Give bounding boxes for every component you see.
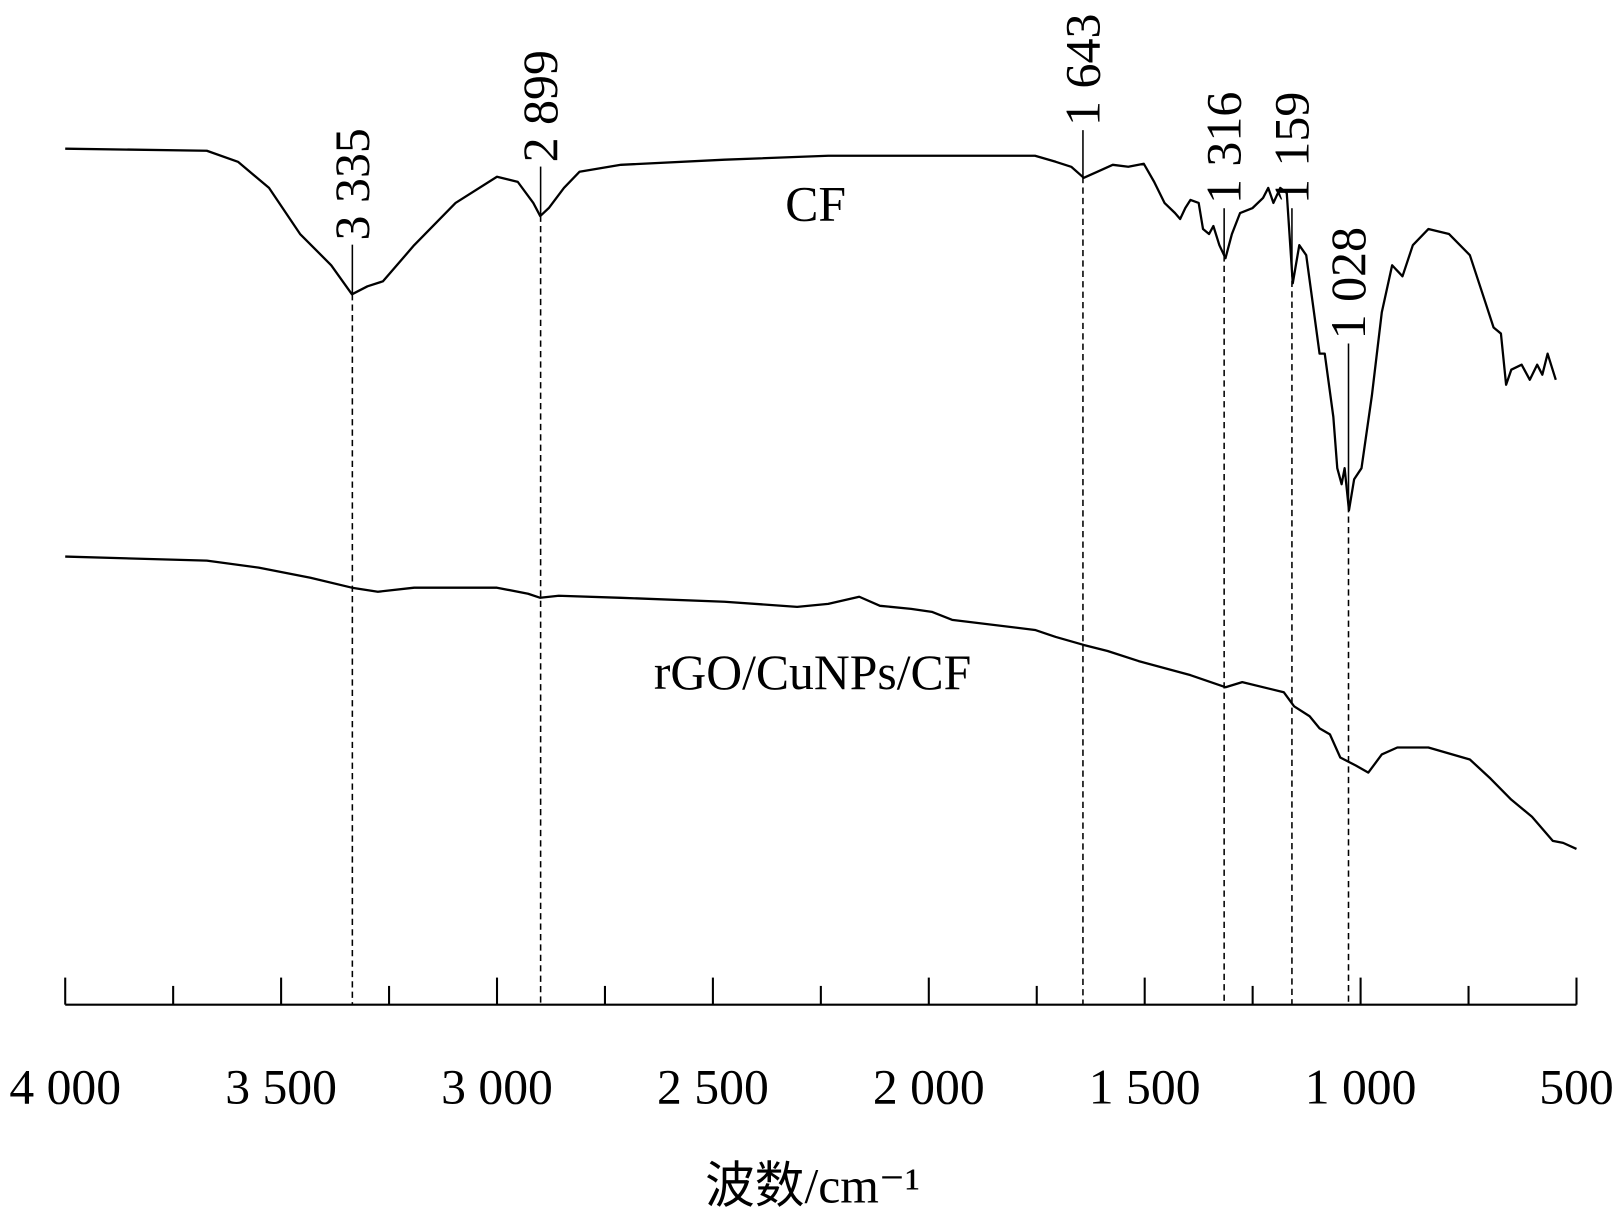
x-tick-label: 1 500 [1089, 1059, 1201, 1114]
peak-label: 2 899 [513, 50, 568, 162]
spectrum-line [65, 147, 1557, 512]
peak-label: 3 335 [325, 128, 380, 240]
spectrum-line [65, 555, 1577, 850]
x-tick-label: 1 000 [1305, 1059, 1417, 1114]
series-label: CF [785, 177, 846, 232]
x-tick-label: 3 500 [225, 1059, 337, 1114]
x-tick-label: 2 500 [657, 1059, 769, 1114]
x-tick-label: 500 [1539, 1059, 1614, 1114]
peak-label: 1 643 [1056, 14, 1111, 126]
x-tick-label: 4 000 [9, 1059, 121, 1114]
peak-label: 1 316 [1197, 92, 1252, 204]
peak-label: 1 028 [1321, 227, 1376, 339]
x-tick-label: 2 000 [873, 1059, 985, 1114]
x-axis-label: 波数/cm⁻¹ [705, 1158, 920, 1213]
x-tick-label: 3 000 [441, 1059, 553, 1114]
series-label: rGO/CuNPs/CF [654, 645, 971, 700]
peak-label: 1 159 [1265, 92, 1320, 204]
